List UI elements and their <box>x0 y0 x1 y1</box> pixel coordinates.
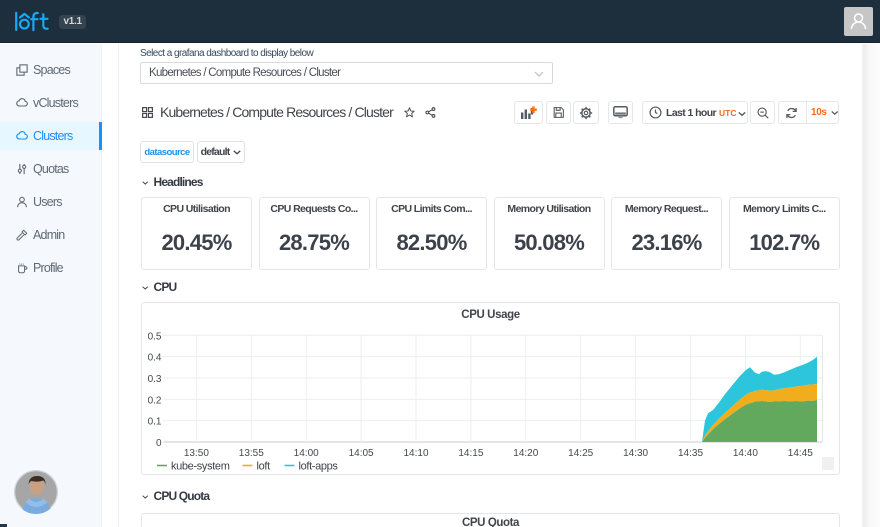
svg-text:0.2: 0.2 <box>148 395 162 406</box>
svg-text:13:50: 13:50 <box>184 448 209 459</box>
svg-text:14:00: 14:00 <box>294 448 319 459</box>
svg-text:13:55: 13:55 <box>239 448 264 459</box>
svg-text:14:30: 14:30 <box>623 448 648 459</box>
svg-text:0.1: 0.1 <box>148 417 162 428</box>
svg-text:14:35: 14:35 <box>678 448 703 459</box>
svg-text:kube-system: kube-system <box>171 461 230 473</box>
svg-text:0.4: 0.4 <box>148 353 162 364</box>
svg-text:loft: loft <box>257 461 271 473</box>
svg-text:14:10: 14:10 <box>403 448 428 459</box>
svg-text:14:05: 14:05 <box>349 448 374 459</box>
svg-text:14:15: 14:15 <box>458 448 483 459</box>
svg-text:0.5: 0.5 <box>148 331 162 342</box>
svg-text:0.3: 0.3 <box>148 374 162 385</box>
svg-text:loft-apps: loft-apps <box>299 461 339 473</box>
svg-text:14:45: 14:45 <box>788 448 813 459</box>
svg-text:14:20: 14:20 <box>513 448 538 459</box>
svg-text:14:25: 14:25 <box>568 448 593 459</box>
svg-text:0: 0 <box>156 438 162 449</box>
svg-text:14:40: 14:40 <box>733 448 758 459</box>
